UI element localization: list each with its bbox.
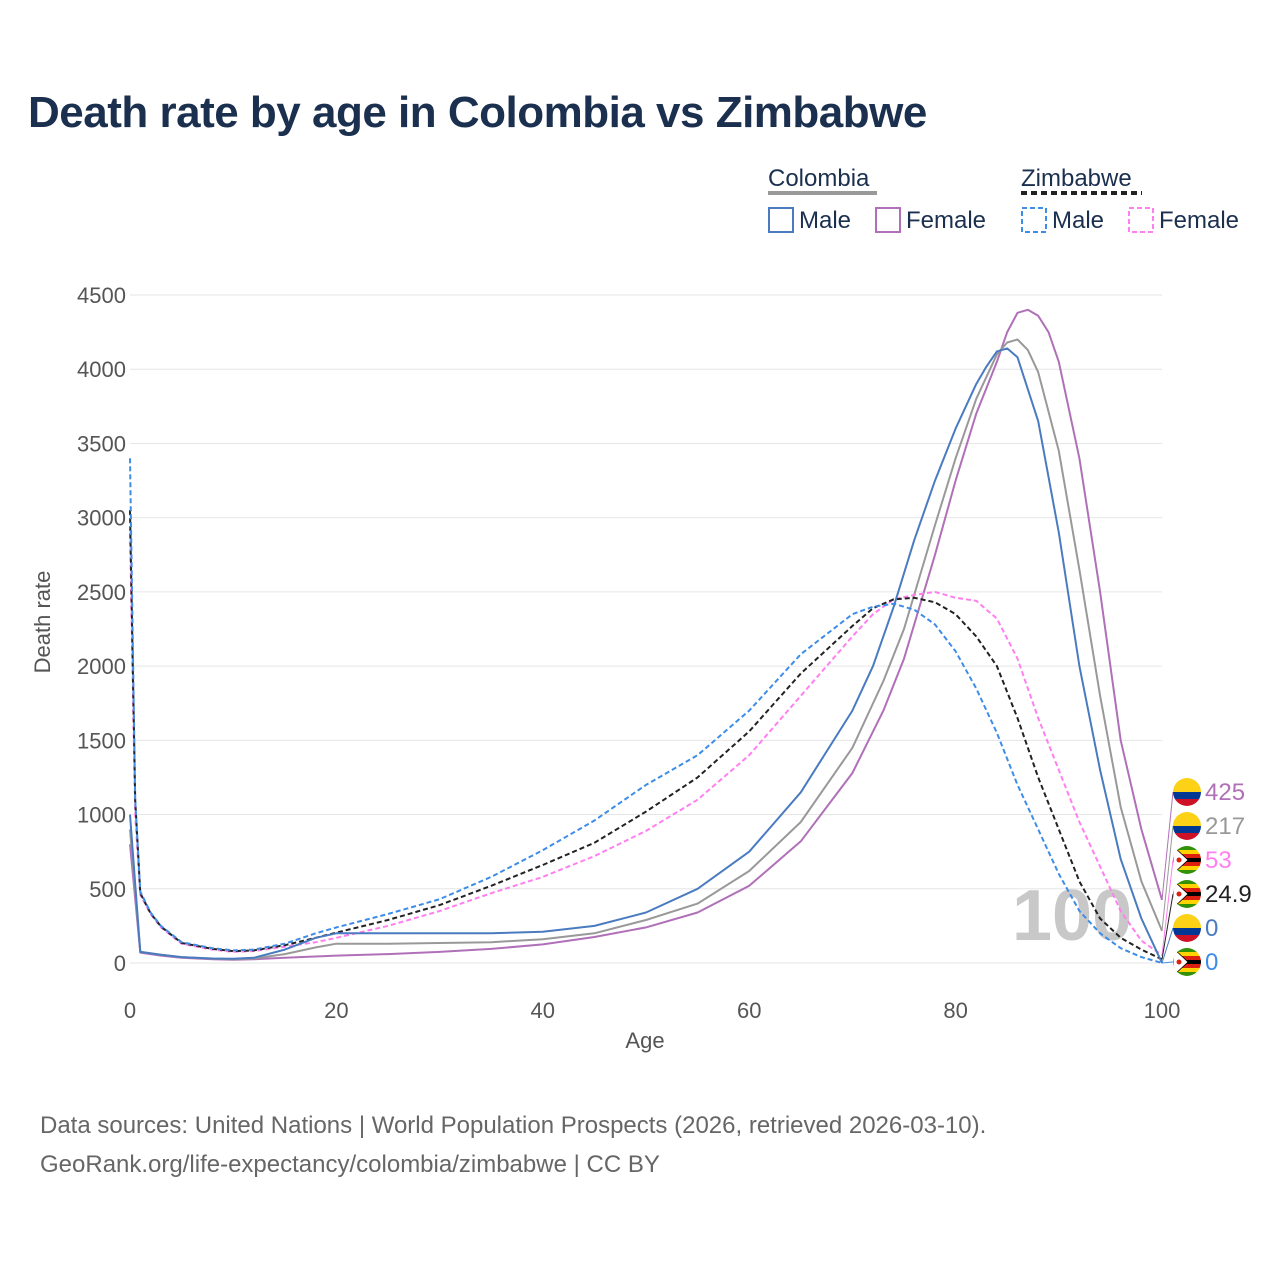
legend: Colombia Zimbabwe Male Female Male Femal…	[768, 165, 1239, 234]
series-line-zimbabwe-total[interactable]	[129, 510, 1163, 961]
end-label-connector	[1161, 927, 1174, 964]
chart-title: Death rate by age in Colombia vs Zimbabw…	[28, 88, 927, 137]
y-tick-label: 2500	[77, 580, 126, 605]
colombia-flag-icon	[1173, 812, 1201, 840]
series-line-colombia-total[interactable]	[129, 338, 1163, 961]
legend-colombia-male-label: Male	[799, 207, 851, 234]
y-tick-label: 1500	[77, 728, 126, 753]
series-line-zimbabwe-male[interactable]	[129, 458, 1163, 964]
y-tick-label: 500	[89, 877, 126, 902]
legend-zimbabwe-female-label: Female	[1159, 207, 1239, 234]
end-label-connector	[1161, 825, 1174, 931]
x-tick-label: 0	[124, 998, 136, 1023]
colombia-flag-icon	[1173, 914, 1201, 942]
y-tick-label: 0	[114, 951, 126, 976]
legend-zimbabwe-female-swatch[interactable]	[1128, 207, 1154, 233]
legend-colombia-female-label: Female	[906, 207, 986, 234]
y-tick-label: 4000	[77, 357, 126, 382]
source-url[interactable]: GeoRank.org/life-expectancy/colombia/zim…	[40, 1151, 660, 1178]
end-label-colombia-female: 425	[1205, 779, 1245, 806]
y-axis-label: Death rate	[30, 571, 55, 674]
x-axis-ticks: 0 20 40 60 80 100	[124, 998, 1180, 1023]
x-tick-label: 60	[737, 998, 761, 1023]
legend-colombia-heading: Colombia	[768, 165, 870, 192]
series-line-colombia-female[interactable]	[129, 308, 1163, 961]
legend-zimbabwe-heading: Zimbabwe	[1021, 165, 1132, 192]
grid-lines	[130, 294, 1162, 964]
y-tick-label: 3500	[77, 431, 126, 456]
end-label-connector	[1161, 893, 1174, 960]
end-label-colombia-male: 0	[1205, 915, 1218, 942]
source-note: Data sources: United Nations | World Pop…	[40, 1106, 986, 1184]
legend-colombia-male-swatch[interactable]	[768, 207, 794, 233]
end-label-connector	[1161, 791, 1174, 900]
x-tick-label: 80	[943, 998, 967, 1023]
y-tick-label: 3000	[77, 506, 126, 531]
legend-zimbabwe-male-label: Male	[1052, 207, 1104, 234]
end-label-zimbabwe-total: 24.9	[1205, 881, 1252, 908]
source-line: Data sources: United Nations | World Pop…	[40, 1112, 987, 1139]
end-labels: 425 217 53 24.9 0 0	[1161, 778, 1252, 976]
legend-zimbabwe-male-swatch[interactable]	[1021, 207, 1047, 233]
end-label-zimbabwe-female: 53	[1205, 847, 1232, 874]
x-axis-label: Age	[625, 1028, 664, 1053]
series-line-colombia-male[interactable]	[129, 347, 1163, 964]
end-label-connector	[1161, 859, 1174, 956]
zimbabwe-flag-icon	[1173, 880, 1201, 908]
y-tick-label: 2000	[77, 654, 126, 679]
x-tick-label: 100	[1144, 998, 1181, 1023]
series-line-zimbabwe-female[interactable]	[129, 532, 1163, 956]
zimbabwe-flag-icon	[1173, 948, 1201, 976]
x-tick-label: 40	[531, 998, 555, 1023]
colombia-flag-icon	[1173, 778, 1201, 806]
end-label-connector	[1161, 961, 1174, 964]
y-axis-ticks: 0 500 1000 1500 2000 2500 3000 3500 4000 4500	[77, 283, 126, 976]
zimbabwe-flag-icon	[1173, 846, 1201, 874]
y-tick-label: 1000	[77, 803, 126, 828]
end-label-colombia-total: 217	[1205, 813, 1245, 840]
x-tick-label: 20	[324, 998, 348, 1023]
y-tick-label: 4500	[77, 283, 126, 308]
series-lines	[129, 308, 1163, 964]
legend-colombia-female-swatch[interactable]	[875, 207, 901, 233]
end-label-zimbabwe-male: 0	[1205, 949, 1218, 976]
